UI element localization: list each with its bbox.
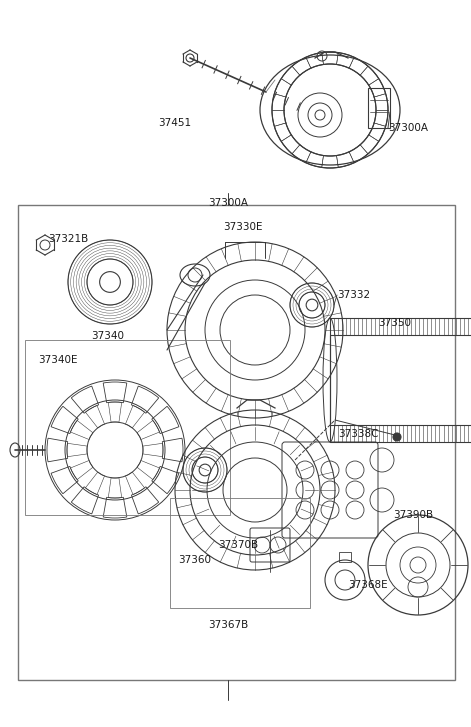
Bar (170, 498, 310, 608)
Circle shape (393, 433, 401, 441)
Text: 37338C: 37338C (338, 429, 379, 439)
Bar (330, 318, 471, 442)
Bar (339, 552, 351, 562)
Text: 37367B: 37367B (208, 620, 248, 630)
Text: 37321B: 37321B (48, 234, 88, 244)
Text: 37330E: 37330E (223, 222, 263, 232)
Bar (18, 205, 455, 680)
Text: 37340E: 37340E (38, 355, 78, 365)
Text: 37300A: 37300A (388, 123, 428, 133)
Text: 37451: 37451 (158, 118, 192, 128)
Bar (330, 335, 471, 425)
Text: 37340: 37340 (91, 331, 124, 341)
Text: 37368E: 37368E (348, 580, 388, 590)
Bar (25, 340, 230, 515)
Bar (368, 88, 390, 128)
Text: 37350: 37350 (378, 318, 411, 328)
Text: 37300A: 37300A (208, 198, 248, 208)
Text: 37390B: 37390B (393, 510, 433, 520)
Text: 37360: 37360 (178, 555, 211, 565)
Text: 37332: 37332 (337, 290, 370, 300)
Text: 37370B: 37370B (218, 540, 258, 550)
